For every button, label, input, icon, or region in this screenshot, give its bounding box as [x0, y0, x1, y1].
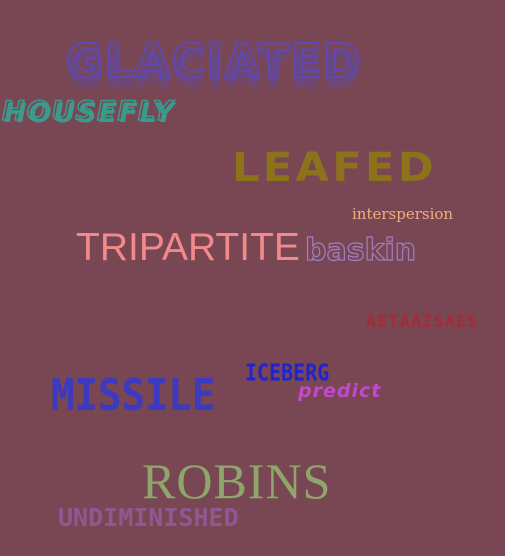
word-baskin: baskin: [304, 233, 417, 268]
word-housefly: HOUSEFLY: [1, 96, 175, 127]
word-missile: MISSILE: [51, 370, 216, 422]
word-leafed: LEAFED: [232, 145, 437, 191]
word-undiminished: UNDIMINISHED: [58, 503, 239, 532]
word-tripartite: TRIPARTITE: [76, 226, 300, 269]
word-iceberg: ICEBERG: [245, 358, 330, 387]
word-aetaaisaes: AETAAISAES: [366, 312, 479, 332]
word-interspersion: interspersion: [352, 205, 454, 223]
word-predict: predict: [298, 380, 382, 402]
word-glaciated: GLACIATED: [65, 34, 362, 88]
word-robins: ROBINS: [142, 453, 332, 509]
